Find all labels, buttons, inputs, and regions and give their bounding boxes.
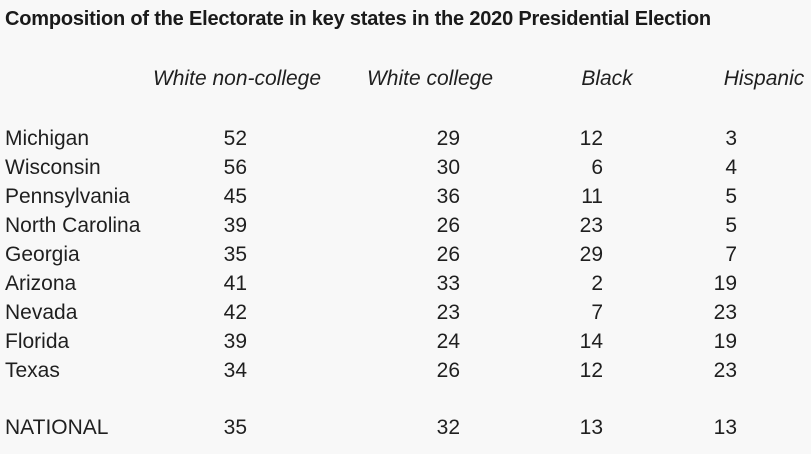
cell-white-college: 32 bbox=[436, 416, 460, 439]
cell-white-non-college: 34 bbox=[223, 359, 247, 382]
cell-hispanic: 3 bbox=[725, 127, 737, 150]
row-label: Pennsylvania bbox=[5, 185, 130, 208]
cell-white-non-college: 56 bbox=[223, 156, 247, 179]
cell-white-non-college: 35 bbox=[223, 416, 247, 439]
row-label: NATIONAL bbox=[5, 416, 109, 439]
table-row-north-carolina: North Carolina 39 26 23 5 bbox=[0, 211, 811, 240]
cell-hispanic: 4 bbox=[725, 156, 737, 179]
row-label: Florida bbox=[5, 330, 70, 353]
cell-hispanic: 5 bbox=[725, 214, 737, 237]
table-row-national: NATIONAL 35 32 13 13 bbox=[0, 413, 811, 442]
row-label: Texas bbox=[5, 359, 60, 382]
cell-white-college: 33 bbox=[436, 272, 460, 295]
cell-black: 14 bbox=[579, 330, 603, 353]
cell-hispanic: 19 bbox=[713, 330, 737, 353]
cell-hispanic: 7 bbox=[725, 243, 737, 266]
cell-white-college: 26 bbox=[436, 359, 460, 382]
row-label: Arizona bbox=[5, 272, 77, 295]
cell-white-non-college: 42 bbox=[223, 301, 247, 324]
table-row-texas: Texas 34 26 12 23 bbox=[0, 356, 811, 385]
cell-black: 12 bbox=[579, 127, 603, 150]
cell-white-college: 23 bbox=[436, 301, 460, 324]
column-header-hispanic: Hispanic bbox=[723, 67, 805, 90]
column-header-black: Black bbox=[581, 67, 633, 90]
cell-white-non-college: 52 bbox=[223, 127, 247, 150]
cell-white-college: 26 bbox=[436, 243, 460, 266]
cell-white-non-college: 39 bbox=[223, 330, 247, 353]
row-label: Nevada bbox=[5, 301, 78, 324]
cell-white-non-college: 35 bbox=[223, 243, 247, 266]
row-label: North Carolina bbox=[5, 214, 141, 237]
table-row-pennsylvania: Pennsylvania 45 36 11 5 bbox=[0, 182, 811, 211]
table-row-arizona: Arizona 41 33 2 19 bbox=[0, 269, 811, 298]
column-header-white-college: White college bbox=[366, 67, 494, 90]
cell-black: 12 bbox=[579, 359, 603, 382]
cell-black: 13 bbox=[579, 416, 603, 439]
cell-black: 7 bbox=[591, 301, 603, 324]
cell-hispanic: 23 bbox=[713, 359, 737, 382]
cell-white-college: 26 bbox=[436, 214, 460, 237]
cell-white-non-college: 45 bbox=[223, 185, 247, 208]
cell-hispanic: 23 bbox=[713, 301, 737, 324]
cell-white-college: 30 bbox=[436, 156, 460, 179]
cell-hispanic: 5 bbox=[725, 185, 737, 208]
cell-black: 29 bbox=[579, 243, 603, 266]
row-label: Georgia bbox=[5, 243, 80, 266]
table-row-michigan: Michigan 52 29 12 3 bbox=[0, 124, 811, 153]
cell-black: 6 bbox=[591, 156, 603, 179]
cell-white-non-college: 39 bbox=[223, 214, 247, 237]
column-header-white-non-college: White non-college bbox=[152, 67, 322, 90]
cell-black: 23 bbox=[579, 214, 603, 237]
cell-white-non-college: 41 bbox=[223, 272, 247, 295]
table-row-wisconsin: Wisconsin 56 30 6 4 bbox=[0, 153, 811, 182]
table-row-georgia: Georgia 35 26 29 7 bbox=[0, 240, 811, 269]
table-row-florida: Florida 39 24 14 19 bbox=[0, 327, 811, 356]
cell-black: 11 bbox=[581, 185, 603, 208]
table-row-nevada: Nevada 42 23 7 23 bbox=[0, 298, 811, 327]
row-label: Wisconsin bbox=[5, 156, 101, 179]
cell-white-college: 36 bbox=[436, 185, 460, 208]
cell-hispanic: 19 bbox=[713, 272, 737, 295]
cell-hispanic: 13 bbox=[713, 416, 737, 439]
cell-white-college: 24 bbox=[436, 330, 460, 353]
page-title: Composition of the Electorate in key sta… bbox=[5, 8, 711, 30]
cell-black: 2 bbox=[591, 272, 603, 295]
cell-white-college: 29 bbox=[436, 127, 460, 150]
row-label: Michigan bbox=[5, 127, 90, 150]
